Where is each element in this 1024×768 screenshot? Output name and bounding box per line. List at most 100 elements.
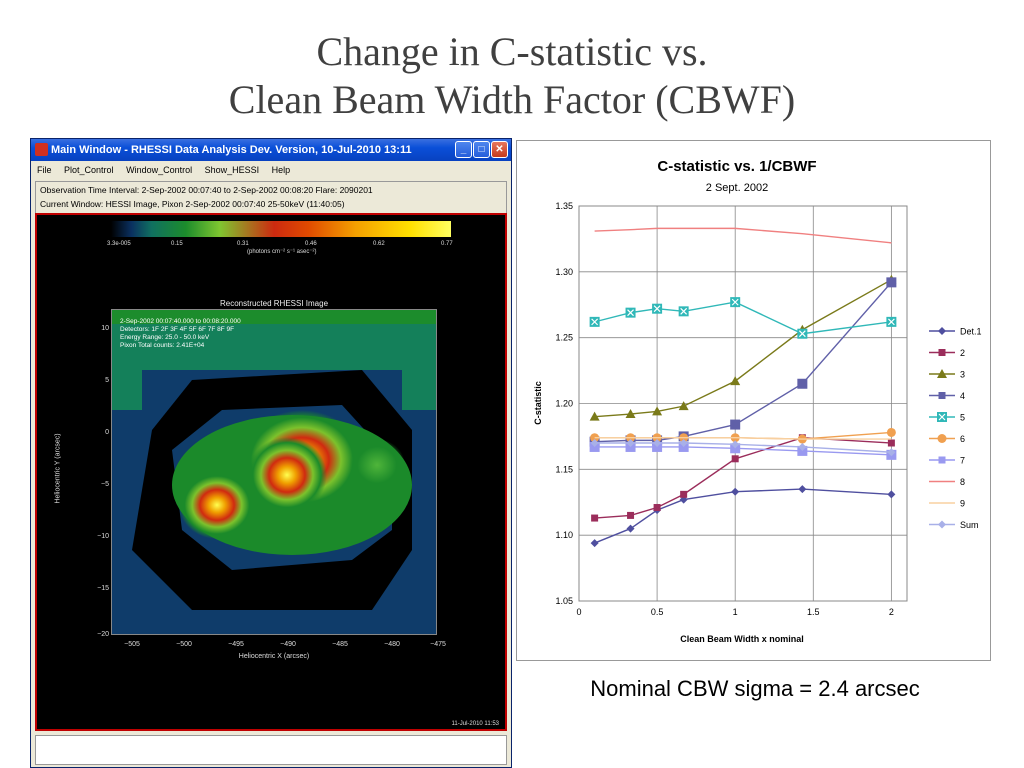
image-legend-line: Pixon Total counts: 2.41E+04 <box>120 342 205 349</box>
menu-show-hessi[interactable]: Show_HESSI <box>204 165 260 175</box>
data-point <box>730 376 741 386</box>
image-ytick: 5 <box>105 377 109 384</box>
data-point <box>625 409 636 419</box>
image-xtick: −495 <box>228 641 244 648</box>
data-point <box>652 303 663 314</box>
legend-item: 7 <box>929 456 965 466</box>
chart-subtitle: 2 Sept. 2002 <box>706 182 768 194</box>
legend-item: 5 <box>929 412 965 423</box>
y-tick-label: 1.05 <box>555 596 573 606</box>
legend-label: Sum <box>960 520 979 530</box>
image-xtick: −475 <box>430 641 446 648</box>
data-point <box>680 490 688 498</box>
menu-help[interactable]: Help <box>271 165 291 175</box>
chart-xlabel: Clean Beam Width x nominal <box>680 634 803 644</box>
x-tick-label: 1.5 <box>807 607 820 617</box>
close-icon[interactable]: ✕ <box>491 141 508 158</box>
window-titlebar[interactable]: Main Window - RHESSI Data Analysis Dev. … <box>31 139 511 161</box>
menu-file[interactable]: File <box>37 165 52 175</box>
legend-marker <box>937 434 947 443</box>
marker-cross <box>653 305 661 313</box>
legend-marker <box>938 456 946 464</box>
image-xtick: −485 <box>332 641 348 648</box>
legend-item: 8 <box>929 477 965 487</box>
image-legend: 2-Sep-2002 00:07:40.000 to 00:08:20.000 … <box>120 318 241 350</box>
colorbar-tick: 0.31 <box>237 241 249 247</box>
legend-marker <box>938 520 946 529</box>
data-point <box>797 328 808 339</box>
colorbar-tick: 3.3e-005 <box>107 241 131 247</box>
slide-title: Change in C-statistic vs. Clean Beam Wid… <box>0 28 1024 124</box>
legend-item: 3 <box>929 369 965 380</box>
minimize-icon[interactable]: _ <box>455 141 472 158</box>
data-point <box>679 439 688 447</box>
marker-cross <box>731 298 739 306</box>
series-8 <box>594 227 892 244</box>
data-point <box>652 406 663 416</box>
legend-label: 9 <box>960 499 965 509</box>
menu-plot-control[interactable]: Plot_Control <box>64 165 114 175</box>
legend-item: 9 <box>929 499 965 509</box>
legend-item: 4 <box>929 391 965 401</box>
data-point <box>590 539 599 548</box>
rhessi-image: 2-Sep-2002 00:07:40.000 to 00:08:20.000 … <box>111 309 437 635</box>
series-line <box>594 437 892 440</box>
image-legend-line: 2-Sep-2002 00:07:40.000 to 00:08:20.000 <box>120 318 241 325</box>
chart-series <box>589 227 897 548</box>
image-legend-line: Detectors: 1F 2F 3F 4F 5F 6F 7F 8F 9F <box>120 326 235 333</box>
window-title: Main Window - RHESSI Data Analysis Dev. … <box>51 144 412 156</box>
legend-label: 8 <box>960 477 965 487</box>
legend-item: 2 <box>929 348 965 358</box>
y-tick-label: 1.15 <box>555 464 573 474</box>
chart-title: C-statistic vs. 1/CBWF <box>657 158 816 175</box>
data-point <box>589 411 600 421</box>
legend-marker <box>937 412 947 422</box>
data-point <box>731 455 739 463</box>
marker-cross <box>627 309 634 317</box>
colorbar <box>111 221 451 237</box>
data-point <box>730 297 741 308</box>
slide-title-line1: Change in C-statistic vs. <box>316 29 708 74</box>
marker-cross <box>887 318 895 326</box>
legend-label: Det.1 <box>960 327 982 337</box>
image-ytick: 0 <box>105 429 109 436</box>
x-tick-label: 0 <box>576 607 581 617</box>
current-window-info: Current Window: HESSI Image, Pixon 2-Sep… <box>40 199 345 209</box>
image-xlabel: Heliocentric X (arcsec) <box>238 653 310 660</box>
plot-frame[interactable]: 3.3e-005 0.15 0.31 0.46 0.62 0.77 (photo… <box>35 213 507 731</box>
legend-label: 3 <box>960 370 965 380</box>
series-sum <box>590 439 896 457</box>
legend-label: 6 <box>960 434 965 444</box>
maximize-icon[interactable]: □ <box>473 141 490 158</box>
status-text-area[interactable] <box>35 735 507 765</box>
observation-interval: Observation Time Interval: 2-Sep-2002 00… <box>40 185 373 195</box>
data-point <box>798 442 807 451</box>
chart-ylabel: C-statistic <box>533 381 543 425</box>
series-line <box>594 279 892 418</box>
colorbar-tick: 0.46 <box>305 241 317 247</box>
data-point <box>731 487 740 496</box>
data-point <box>626 439 635 447</box>
legend-label: 7 <box>960 456 965 466</box>
legend-label: 4 <box>960 391 965 401</box>
data-point <box>886 316 897 327</box>
y-tick-label: 1.20 <box>555 399 573 409</box>
legend-item: Det.1 <box>929 327 982 337</box>
data-point <box>797 378 808 389</box>
data-point <box>653 439 662 447</box>
app-icon[interactable] <box>35 143 48 156</box>
chart-legend: Det.1 2 3 4 5 6 7 8 9 Sum <box>929 327 982 530</box>
rhessi-image-svg <box>112 310 436 634</box>
x-tick-label: 1 <box>733 607 738 617</box>
image-xtick: −500 <box>176 641 192 648</box>
colorbar-tick: 0.77 <box>441 241 453 247</box>
data-point <box>591 514 599 522</box>
data-point <box>886 277 897 288</box>
legend-marker <box>938 392 946 399</box>
legend-marker <box>937 369 947 378</box>
legend-label: 2 <box>960 348 965 358</box>
marker-cross <box>938 413 946 421</box>
menu-window-control[interactable]: Window_Control <box>126 165 193 175</box>
series-line <box>594 301 892 335</box>
chart-axes: 1.05 1.10 1.15 1.20 1.25 1.30 1.35 0 0.5 1 1.5 2 <box>555 201 893 617</box>
